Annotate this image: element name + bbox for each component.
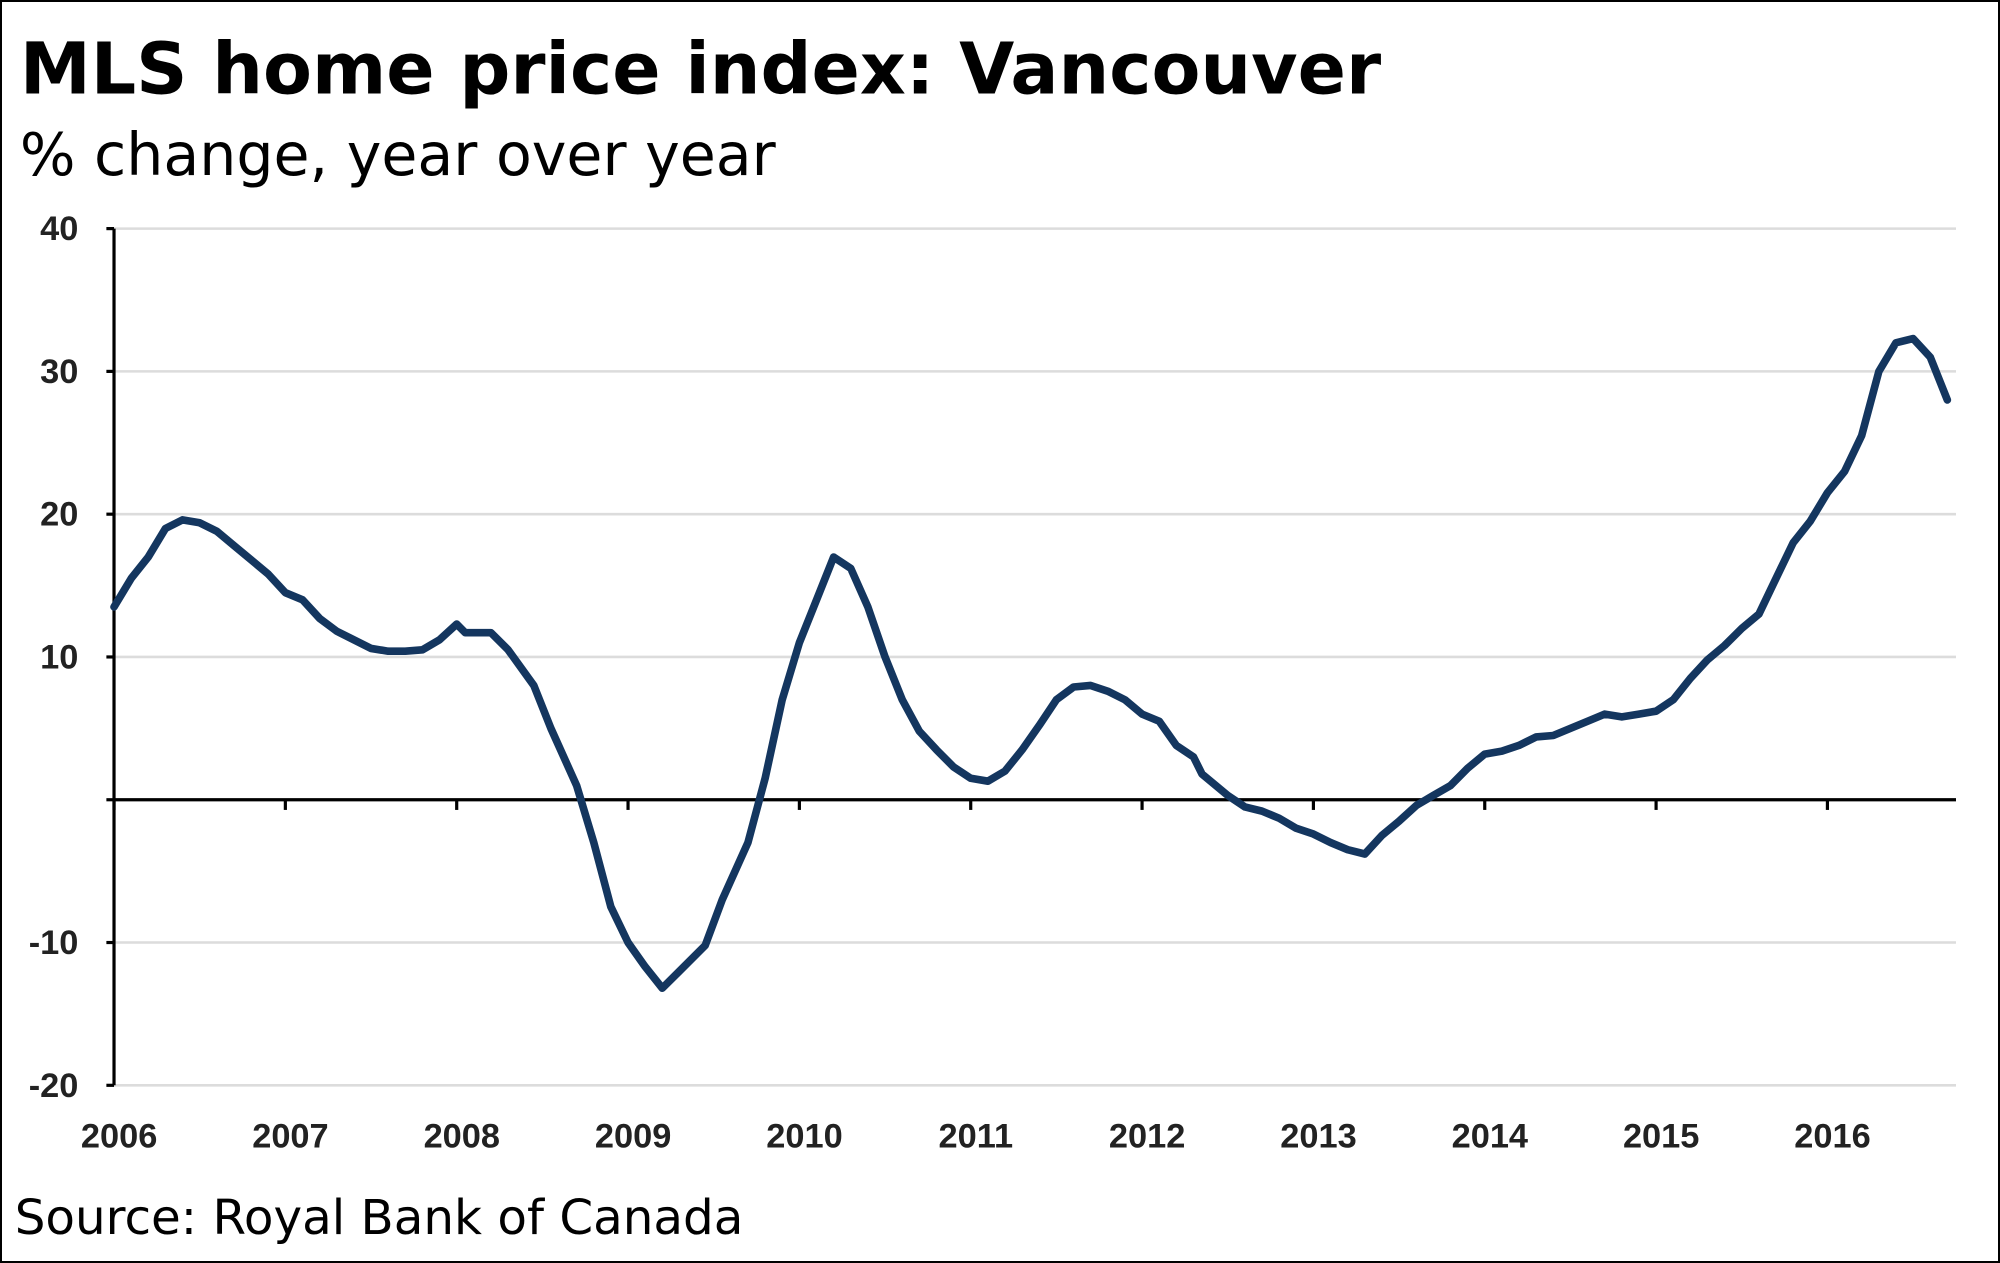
x-tick-label: 2013 — [1280, 1118, 1356, 1156]
x-tick-label: 2011 — [939, 1118, 1014, 1156]
x-tick-label: 2008 — [424, 1118, 500, 1156]
x-tick-label: 2009 — [595, 1118, 671, 1156]
y-tick-label: 20 — [40, 496, 78, 534]
y-tick-label: -20 — [29, 1067, 79, 1105]
chart-subtitle: % change, year over year — [20, 121, 777, 189]
gridlines — [114, 227, 1956, 1087]
x-tick-label: 2016 — [1794, 1118, 1870, 1156]
y-tick-label: 30 — [40, 353, 78, 391]
x-tick-label: 2007 — [252, 1118, 328, 1156]
source-note: Source: Royal Bank of Canada — [15, 1190, 744, 1246]
y-tick-label: 10 — [40, 638, 78, 676]
y-tick-label: -10 — [29, 924, 79, 962]
series-line-vancouver — [110, 334, 1952, 993]
y-axis-ticks: 40 30 20 10 -10 -20 — [29, 210, 115, 1105]
x-tick-label: 2015 — [1623, 1118, 1699, 1156]
x-tick-label: 2014 — [1452, 1118, 1528, 1156]
x-tick-label: 2006 — [81, 1118, 157, 1156]
x-tick-label: 2012 — [1109, 1118, 1185, 1156]
chart-title: MLS home price index: Vancouver — [20, 28, 1381, 111]
y-tick-label: 40 — [40, 210, 78, 248]
x-tick-label: 2010 — [766, 1118, 842, 1156]
x-axis-ticks: 2006 2007 2008 2009 2010 2011 2012 2013 2014 2015… — [81, 799, 1871, 1156]
